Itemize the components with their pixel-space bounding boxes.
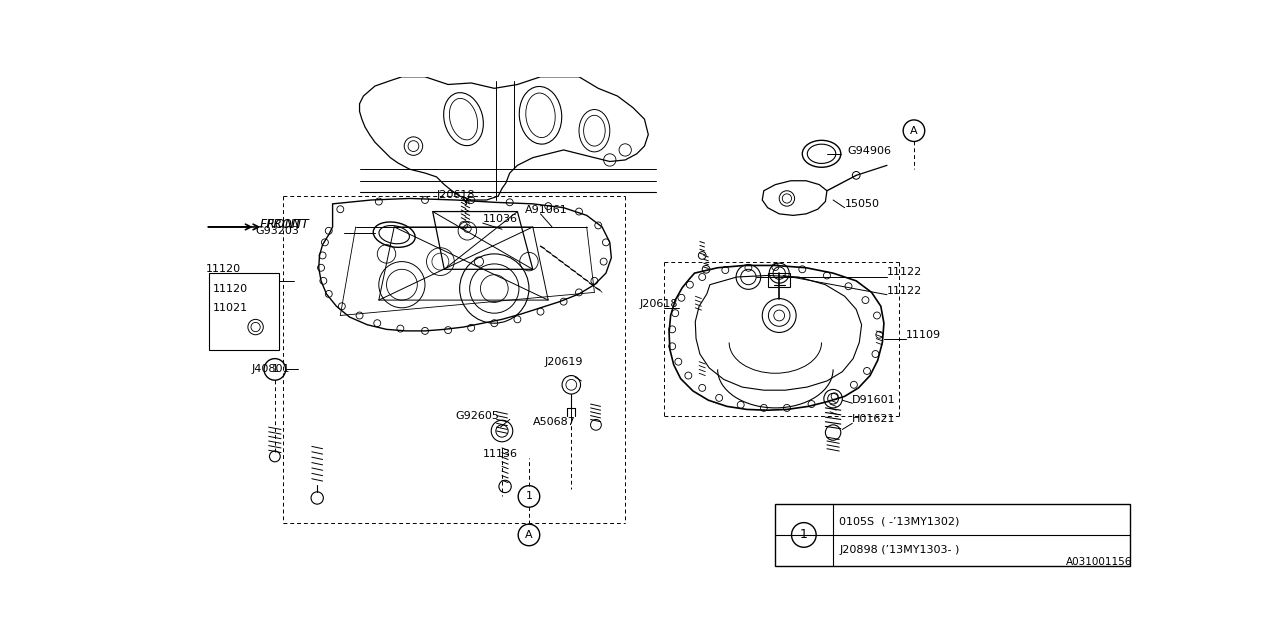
Text: 11109: 11109 xyxy=(906,330,941,340)
Text: J20618: J20618 xyxy=(639,299,677,309)
Text: J40801: J40801 xyxy=(252,364,291,374)
Bar xyxy=(210,273,279,350)
Text: G92605: G92605 xyxy=(456,411,499,420)
Text: 0105S  ( -’13MY1302): 0105S ( -’13MY1302) xyxy=(840,516,960,526)
Text: FRONT: FRONT xyxy=(260,218,302,231)
Text: 11120: 11120 xyxy=(206,264,241,275)
Text: A91061: A91061 xyxy=(525,205,568,215)
Text: 11036: 11036 xyxy=(483,214,517,224)
Text: 11122: 11122 xyxy=(887,268,923,277)
Text: 15050: 15050 xyxy=(845,199,879,209)
Text: J20898 (’13MY1303- ): J20898 (’13MY1303- ) xyxy=(840,545,960,556)
Text: 11136: 11136 xyxy=(483,449,517,459)
Text: A50687: A50687 xyxy=(532,417,576,427)
Text: G94906: G94906 xyxy=(847,147,891,157)
Text: A031001156: A031001156 xyxy=(1065,557,1132,567)
Text: 1: 1 xyxy=(526,492,532,502)
Text: 11122: 11122 xyxy=(887,286,923,296)
Text: A: A xyxy=(525,530,532,540)
Text: D91601: D91601 xyxy=(852,395,896,405)
Text: 1: 1 xyxy=(800,529,808,541)
Text: A: A xyxy=(910,125,918,136)
Text: 11021: 11021 xyxy=(214,303,248,313)
Text: J20619: J20619 xyxy=(544,356,582,367)
Text: G93203: G93203 xyxy=(256,226,300,236)
Text: J20618: J20618 xyxy=(436,189,475,200)
Bar xyxy=(776,504,1129,566)
Text: FRONT: FRONT xyxy=(268,218,310,231)
Text: H01621: H01621 xyxy=(852,415,896,424)
Text: 1: 1 xyxy=(271,364,278,374)
Text: 11120: 11120 xyxy=(214,284,248,294)
Bar xyxy=(768,273,790,287)
